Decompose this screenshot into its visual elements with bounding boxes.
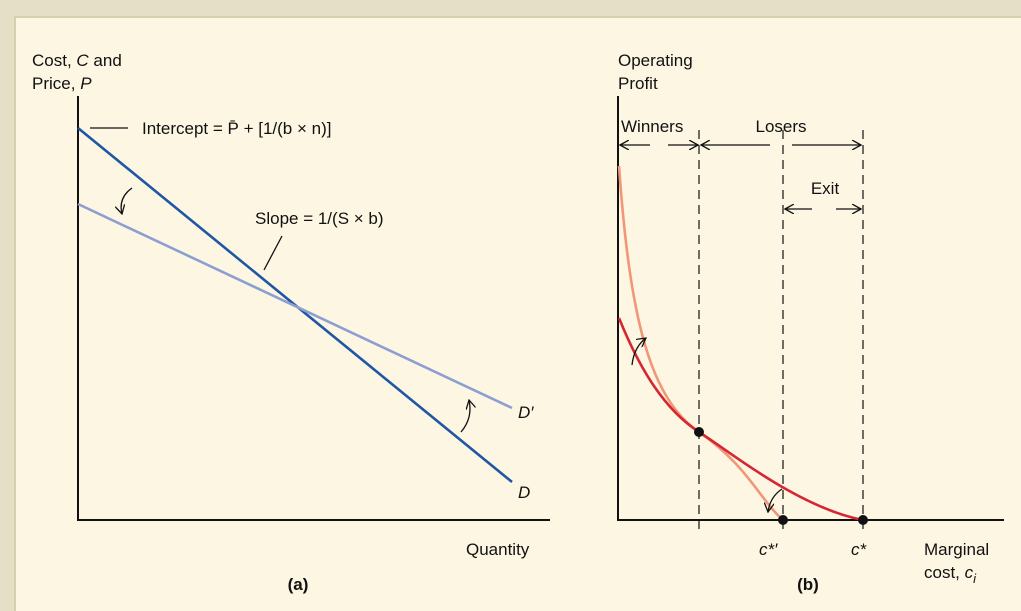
intersection-point xyxy=(694,427,704,437)
c-star-prime-point xyxy=(778,515,788,525)
panel-b-x-label-line2: cost, ci xyxy=(924,563,977,586)
panel-a-y-label-line2: Price, P xyxy=(32,74,92,93)
D-label: D xyxy=(518,483,530,502)
profit-curve-before xyxy=(617,317,864,522)
panel-a-caption: (a) xyxy=(288,575,309,594)
panel-a-y-label-line1: Cost, C and xyxy=(32,51,122,70)
profit-curve-after xyxy=(617,165,784,521)
figure-panel xyxy=(14,16,1021,611)
c-star-label: c* xyxy=(851,540,868,559)
panel-b-y-label-line2: Profit xyxy=(618,74,658,93)
panel-a: Cost, C and Price, P Intercept = P̄ + [1… xyxy=(32,51,550,594)
intercept-label: Intercept = P̄ + [1/(b × n)] xyxy=(142,119,331,138)
curve-rotation-arrow-down-icon xyxy=(768,488,783,512)
exit-label: Exit xyxy=(811,179,840,198)
slope-leader xyxy=(263,235,283,271)
panel-b-caption: (b) xyxy=(797,575,819,594)
rotation-arrow-down-icon xyxy=(121,187,133,214)
rotation-arrow-up-icon xyxy=(460,400,470,433)
panel-a-x-label: Quantity xyxy=(466,540,530,559)
winners-label: Winners xyxy=(621,117,683,136)
D-prime-label: D′ xyxy=(518,403,534,422)
curve-rotation-arrow-up-icon xyxy=(631,338,646,366)
slope-label: Slope = 1/(S × b) xyxy=(255,209,384,228)
losers-label: Losers xyxy=(755,117,806,136)
demand-line-D-prime xyxy=(77,202,513,410)
panel-b-y-label-line1: Operating xyxy=(618,51,693,70)
c-star-prime-label: c*′ xyxy=(759,540,778,559)
c-star-point xyxy=(858,515,868,525)
panel-b: Operating Profit Winners Losers Exit xyxy=(617,51,1004,594)
panel-b-x-label-line1: Marginal xyxy=(924,540,989,559)
